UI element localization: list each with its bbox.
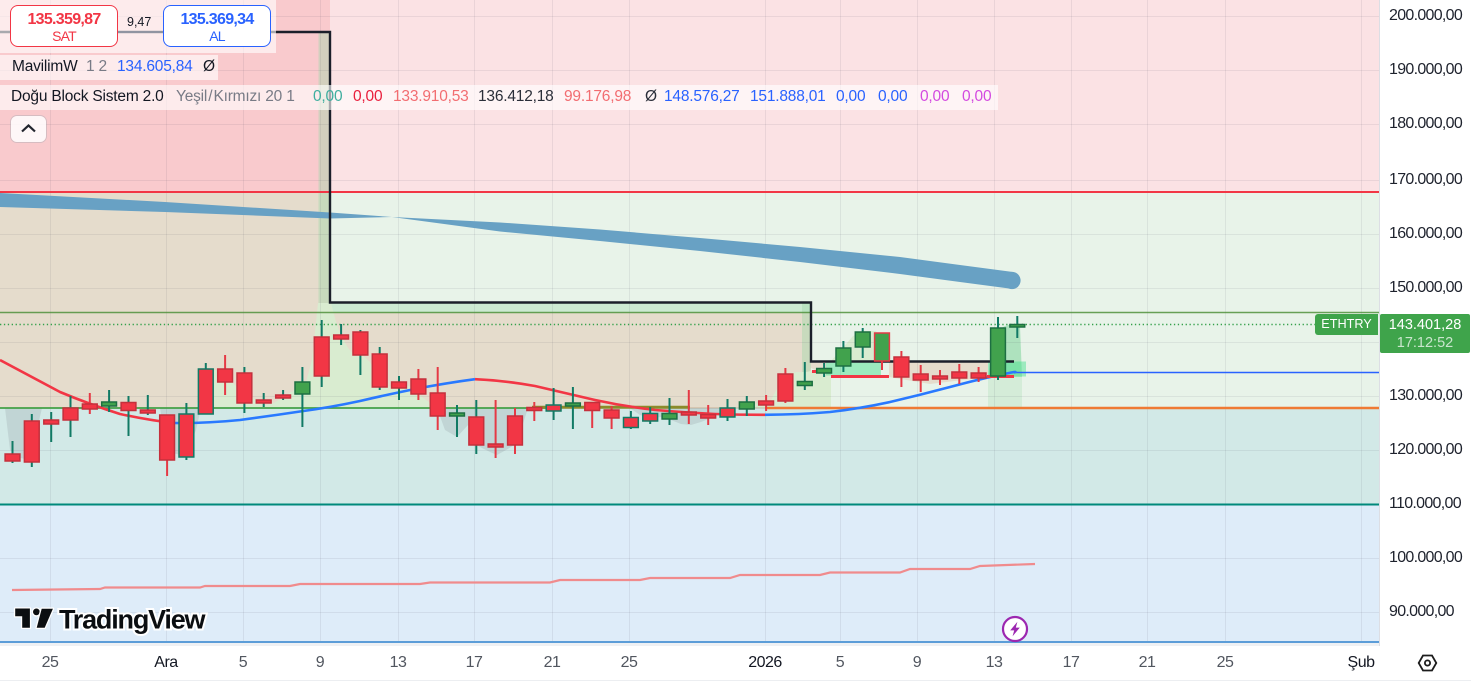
svg-text:TradingView: TradingView <box>59 605 207 635</box>
